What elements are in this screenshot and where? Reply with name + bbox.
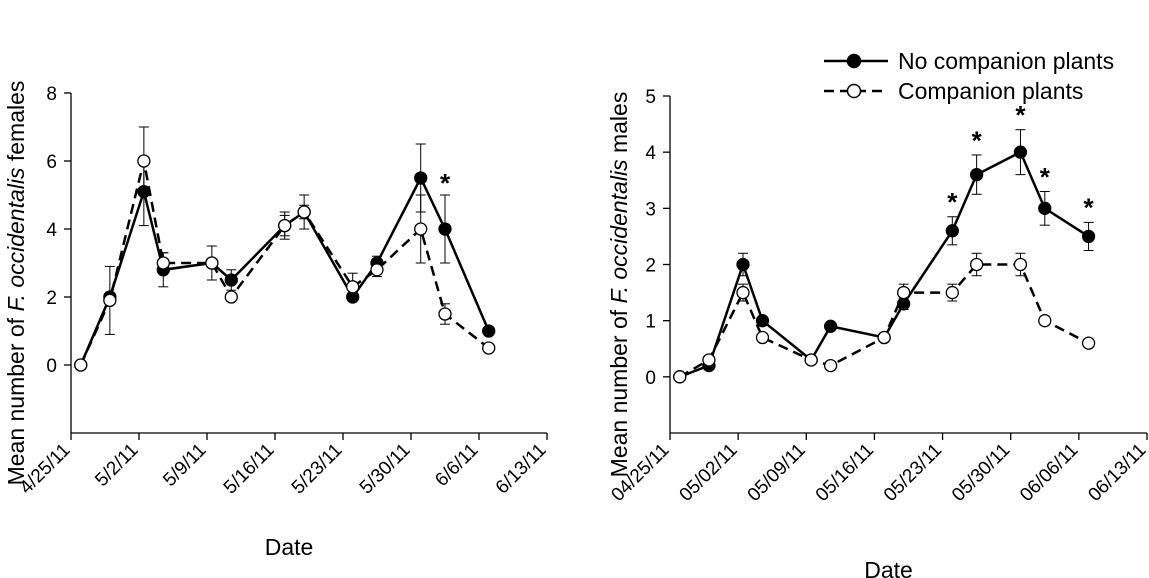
legend-marker-no-companion [846, 53, 862, 69]
point-companion [755, 330, 770, 345]
point-no-companion [755, 314, 770, 328]
point-companion [1081, 336, 1096, 350]
point-companion [482, 341, 496, 355]
point-no-companion [823, 319, 838, 333]
y-tick-label: 1 [645, 312, 656, 333]
point-companion [804, 353, 818, 367]
y-axis-title: Mean number of F. occidentalis males [606, 92, 632, 478]
y-tick-label: 5 [645, 87, 656, 108]
y-tick-label: 0 [645, 368, 656, 389]
x-tick-label: 5/23/11 [288, 440, 347, 499]
point-companion [896, 285, 911, 300]
point-companion [137, 154, 151, 168]
y-tick-label: 4 [645, 143, 656, 164]
x-tick-label: 06/06/11 [1016, 440, 1082, 506]
point-companion [205, 256, 219, 270]
legend-marker-companion [846, 83, 862, 99]
point-companion [156, 256, 170, 270]
point-companion [346, 280, 360, 294]
y-axis-title: Mean number of F. occidentalis females [3, 81, 29, 486]
point-companion [969, 257, 984, 272]
x-tick-label: 6/13/11 [492, 440, 551, 499]
x-tick-label: 05/02/11 [676, 440, 742, 506]
significance-star: * [1084, 193, 1095, 223]
point-no-companion [414, 171, 428, 185]
significance-star: * [947, 187, 958, 217]
x-tick-label: 5/2/11 [91, 440, 142, 491]
point-companion [673, 370, 687, 384]
point-companion [702, 353, 716, 367]
point-no-companion [482, 324, 496, 338]
point-companion [823, 358, 838, 373]
x-tick-label: 5/9/11 [159, 440, 210, 491]
point-companion [877, 330, 891, 345]
legend-label-no-companion: No companion plants [898, 48, 1114, 74]
significance-star: * [1040, 162, 1051, 192]
x-tick-label: 05/30/11 [948, 440, 1014, 506]
x-tick-label: 05/09/11 [744, 440, 810, 506]
point-no-companion [1013, 145, 1028, 159]
y-tick-label: 3 [645, 199, 656, 220]
point-companion [297, 205, 311, 219]
x-tick-label: 6/6/11 [431, 440, 482, 491]
x-axis-title: Date [864, 557, 913, 578]
legend-label-companion: Companion plants [898, 78, 1083, 104]
y-tick-label: 8 [46, 84, 57, 105]
y-tick-label: 6 [46, 152, 57, 173]
x-tick-label: 5/16/11 [220, 440, 279, 499]
point-companion [370, 263, 384, 277]
point-companion [74, 358, 88, 372]
point-companion [278, 218, 292, 233]
point-no-companion [224, 273, 238, 287]
point-no-companion [1081, 229, 1096, 244]
point-no-companion [945, 224, 959, 238]
y-tick-label: 0 [46, 356, 57, 377]
significance-star: * [1015, 100, 1026, 130]
y-tick-label: 4 [46, 220, 57, 241]
y-tick-label: 2 [46, 288, 57, 309]
point-no-companion [1038, 201, 1052, 215]
x-tick-label: 05/23/11 [880, 440, 946, 506]
point-companion [945, 285, 959, 300]
point-companion [736, 285, 750, 300]
y-tick-label: 2 [645, 256, 656, 277]
x-tick-label: 06/13/11 [1084, 440, 1149, 506]
x-tick-label: 5/30/11 [356, 440, 415, 499]
point-companion [103, 293, 117, 308]
legend: No companion plants Companion plants [824, 48, 1114, 104]
series-line-no-companion [79, 175, 490, 366]
point-companion [438, 307, 452, 321]
point-companion [1038, 314, 1052, 328]
series-line-companion [679, 263, 1090, 378]
point-no-companion [438, 222, 452, 236]
point-companion [414, 222, 428, 236]
x-axis-title: Date [265, 534, 314, 560]
point-no-companion [736, 257, 750, 272]
point-companion [224, 290, 238, 304]
point-companion [1013, 257, 1028, 272]
significance-star: * [440, 168, 451, 198]
x-tick-label: 05/16/11 [812, 440, 878, 506]
significance-star: * [972, 125, 983, 155]
point-no-companion [969, 167, 984, 182]
